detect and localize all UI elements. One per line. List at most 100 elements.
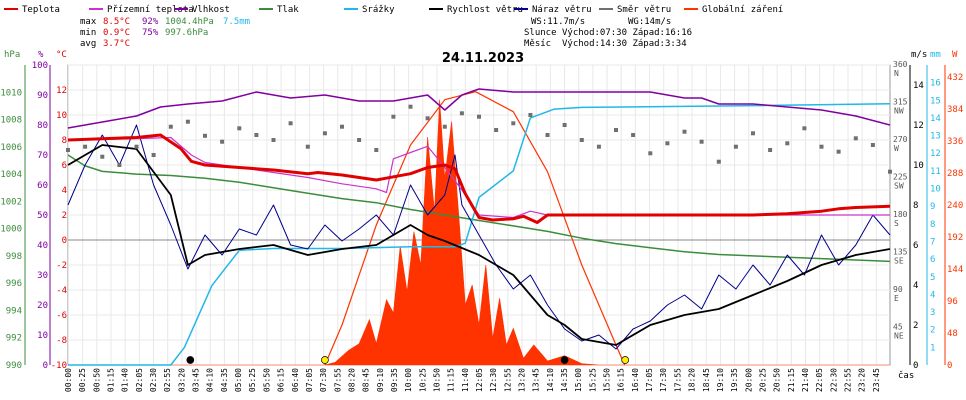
wind-dir-point [254,133,259,137]
x-tick-label: 09:35 [390,368,399,392]
x-tick-label: 00:00 [64,368,73,392]
x-tick-label: 16:15 [617,368,626,392]
unit-temperature: °C [56,50,67,60]
x-tick-label: 08:20 [347,368,356,392]
y-tick-pressure: 990 [6,361,22,371]
y-tick-wind-dir-label: SW [894,182,904,191]
wind-dir-point [494,128,499,132]
x-tick-label: 02:30 [149,368,158,392]
y-tick-radiation: 48 [947,329,958,339]
legend-label: Globální záření [702,5,783,15]
y-tick-rain: 6 [930,255,935,265]
moonset-marker [186,356,195,364]
y-tick-humidity: 70 [37,151,48,161]
stats-block: max 8.5°C 92% 1004.4hPa 7.5mm min 0.9°C 75% 997.… [80,17,692,49]
y-tick-wind-speed: 0 [913,361,918,371]
y-tick-wind-speed: 8 [913,201,918,211]
x-tick-label: 19:35 [730,368,739,392]
y-tick-pressure: 1002 [0,197,22,207]
y-tick-wind-speed: 12 [913,121,924,131]
x-tick-label: 20:50 [773,368,782,392]
y-tick-wind-dir: 315 [893,98,908,107]
x-tick-label: 13:20 [518,368,527,392]
y-tick-rain: 1 [930,343,935,353]
x-tick-label: 16:40 [631,368,640,392]
y-tick-wind-dir: 270 [893,135,908,144]
x-tick-label: 17:30 [659,368,668,392]
y-tick-radiation: 192 [947,233,963,243]
sunrise-marker [321,356,329,364]
x-tick-label: 10:50 [433,368,442,392]
stat-mesic: Východ:14:30 Západ:3:34 [562,39,687,49]
x-tick-label: 12:30 [489,368,498,392]
wind-dir-point [733,144,738,149]
y-tick-radiation: 144 [947,265,963,275]
stat-slunce-label: Slunce [524,28,557,38]
wind-dir-point [545,133,550,137]
y-tick-rain: 15 [930,96,941,106]
y-tick-rain: 13 [930,132,941,142]
wind-dir-point [220,139,225,144]
wind-dir-point [802,126,807,131]
y-tick-wind-dir-label: SE [894,257,904,266]
unit-rain: mm [930,50,941,60]
wind-dir-point [66,148,70,152]
legend-label: Náraz větru [532,5,592,15]
x-tick-label: 22:05 [815,368,824,392]
wind-dir-point [374,148,379,152]
y-tick-rain: 4 [930,290,935,300]
x-tick-label: 10:25 [418,368,427,392]
wind-dir-point [134,144,139,149]
y-tick-wind-dir-label: NE [894,332,904,341]
y-tick-temperature: 8 [62,136,67,146]
stat-hum: 75% [142,28,159,38]
wind-dir-point [579,138,584,142]
legend-label: Tlak [277,5,299,15]
stat-label: avg [80,39,96,49]
plot-area [66,64,892,366]
y-tick-rain: 9 [930,202,935,212]
y-tick-humidity: 40 [37,241,48,251]
wind-dir-point [271,138,276,142]
wind-dir-point [716,159,721,164]
stat-press: 997.6hPa [165,28,208,38]
y-tick-wind-dir-label: NW [894,107,904,116]
y-tick-rain: 10 [930,185,941,195]
wind-dir-point [305,144,310,149]
x-tick-label: 15:25 [588,368,597,392]
x-tick-label: 05:00 [234,368,243,392]
stat-label: min [80,28,96,38]
x-tick-label: 17:55 [673,368,682,392]
y-tick-pressure: 1004 [0,170,22,180]
wind-dir-point [511,121,516,126]
wind-dir-point [322,131,327,136]
legend-label: Vlhkost [192,5,230,15]
wind-dir-point [819,144,824,149]
y-tick-humidity: 10 [37,331,48,341]
wind-dir-point [596,144,601,149]
x-tick-label: 06:15 [277,368,286,392]
wind-dir-point [477,114,481,119]
axis-units: hPa % °C m/s mm W [4,50,958,60]
y-tick-temperature: 12 [56,86,67,96]
series-radiation-theoretical [324,91,626,366]
series-temperature [67,133,891,224]
wind-dir-point [562,123,567,127]
x-tick-label: 11:15 [447,368,456,392]
x-tick-label: 15:00 [574,368,583,392]
y-tick-wind-speed: 4 [913,281,918,291]
y-tick-temperature: 6 [62,161,67,171]
x-tick-label: 19:10 [716,368,725,392]
x-tick-label: 12:55 [503,368,512,392]
wind-dir-point [836,149,841,154]
y-tick-wind-dir: 225 [893,173,908,182]
stat-wg: WG:14m/s [628,17,671,27]
y-tick-pressure: 998 [6,252,22,262]
x-tick-label: 08:45 [362,368,371,392]
wind-dir-point [888,169,892,174]
y-tick-radiation: 96 [947,297,958,307]
y-tick-humidity: 0 [43,361,48,371]
wind-dir-point [391,114,396,119]
x-tick-label: 09:10 [376,368,385,392]
